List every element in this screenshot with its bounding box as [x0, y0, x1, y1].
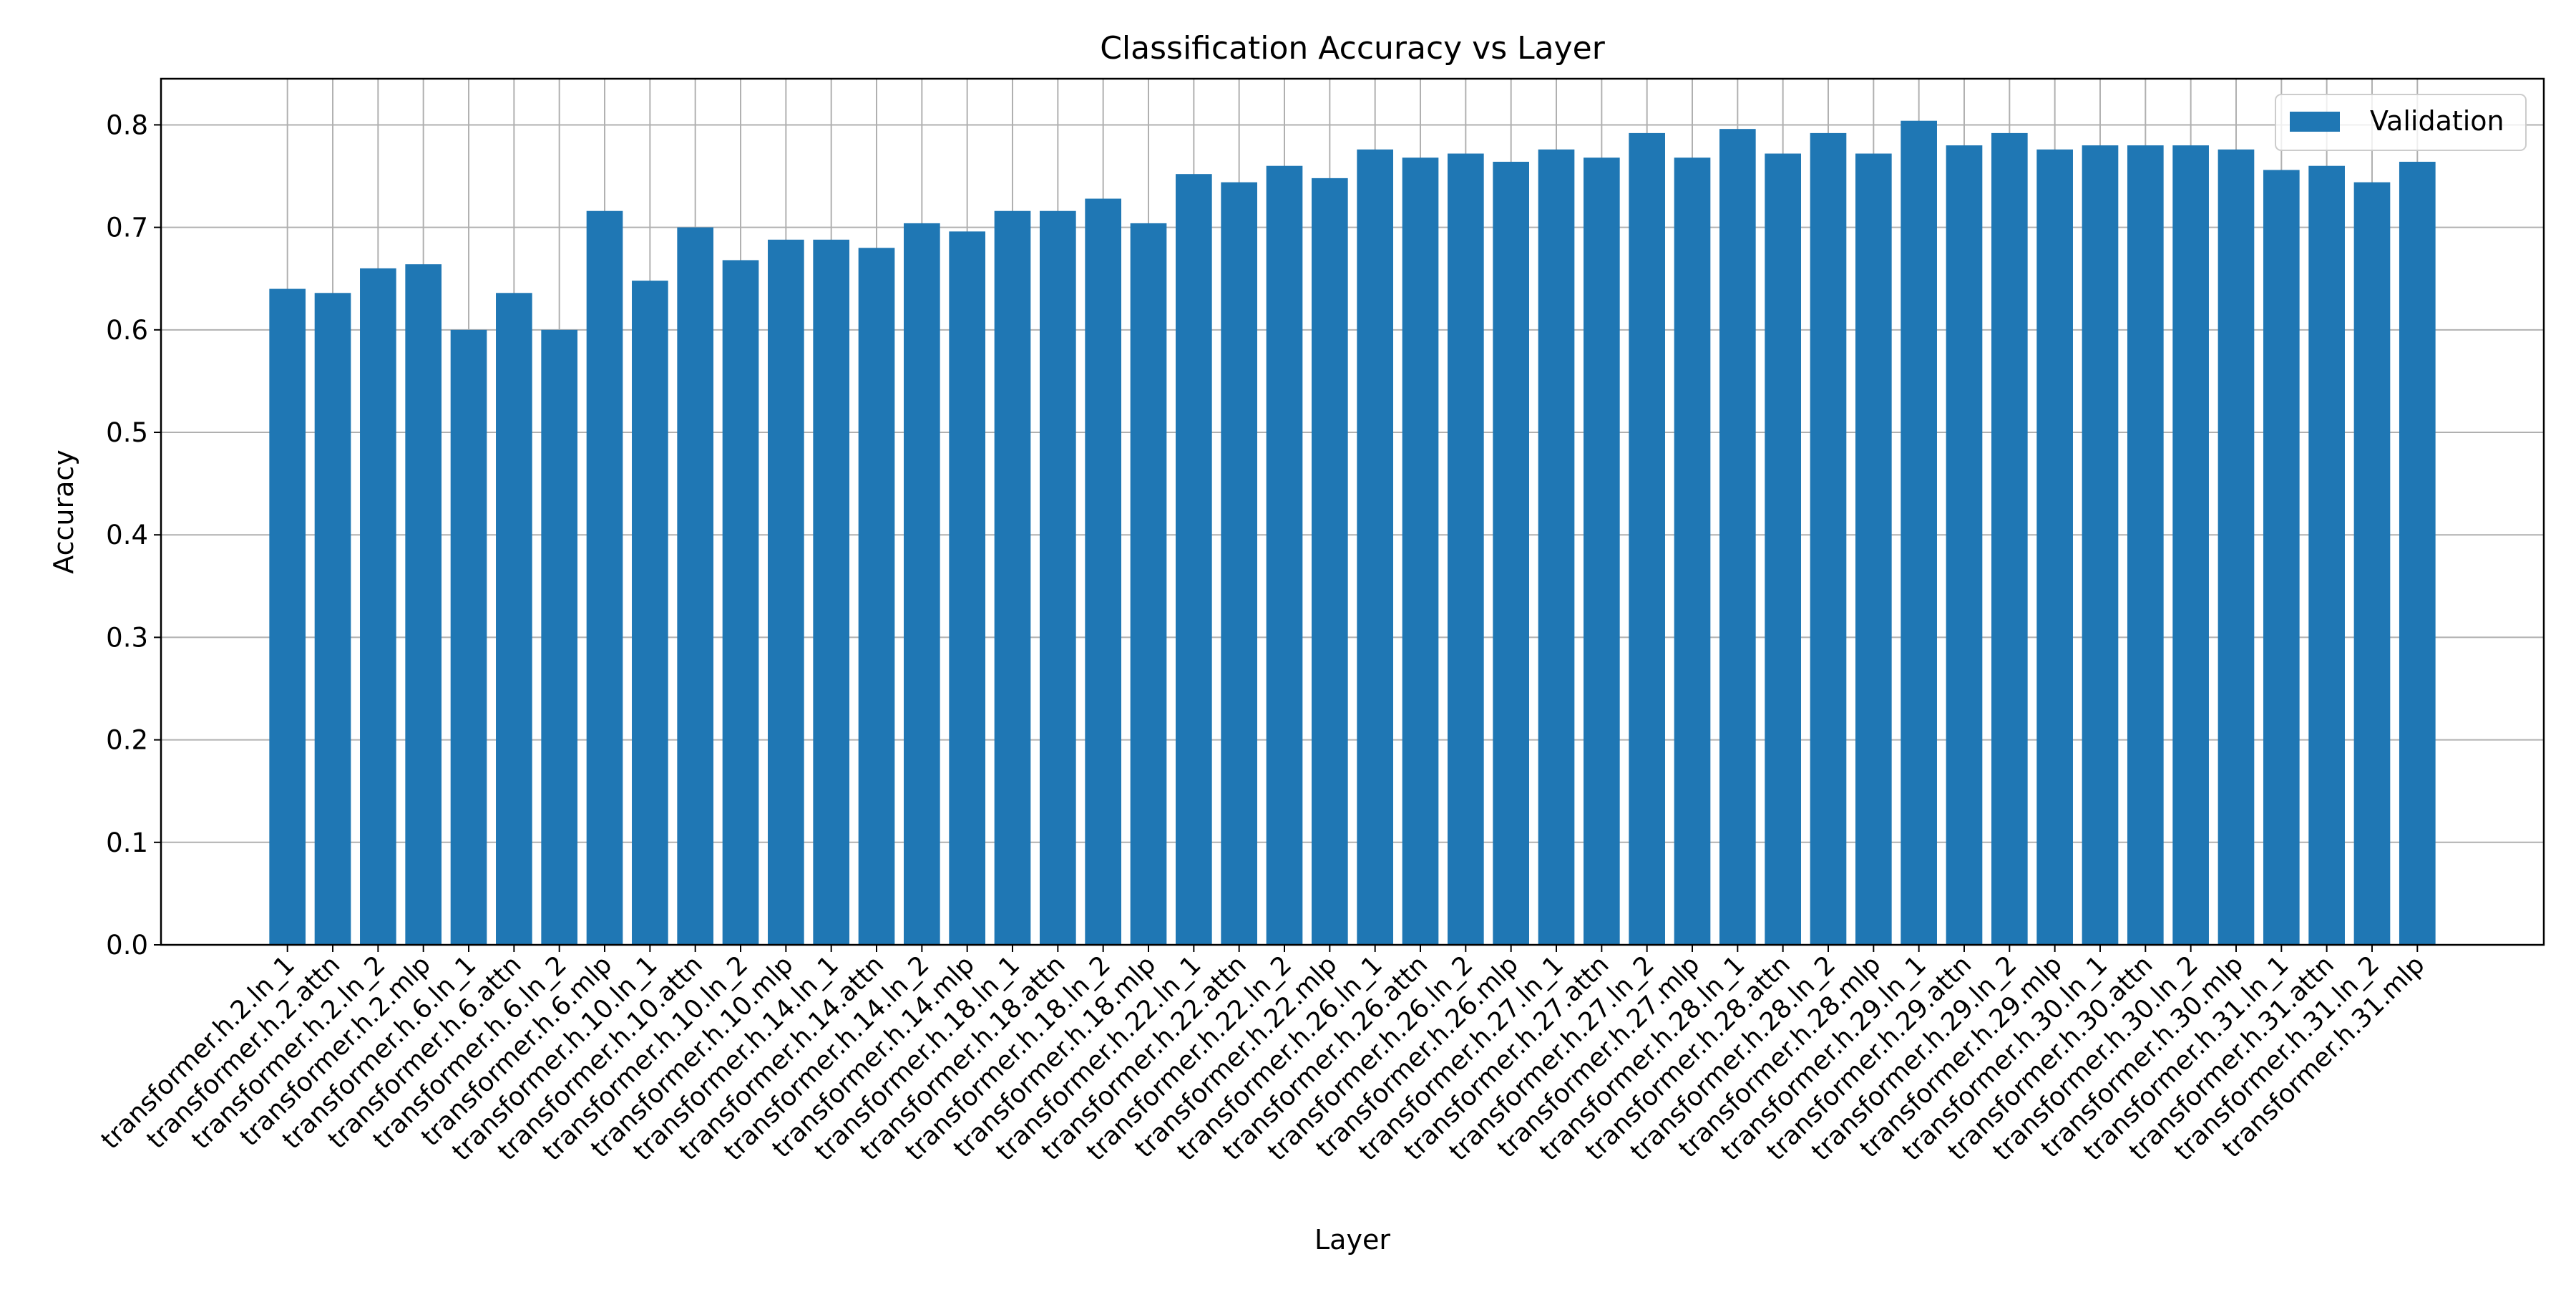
- bars: [269, 120, 2436, 946]
- bar: [949, 231, 986, 945]
- bar: [405, 264, 442, 945]
- bar: [1040, 210, 1076, 945]
- bar: [722, 260, 759, 945]
- bar: [496, 293, 532, 946]
- legend-swatch: [2290, 112, 2340, 132]
- bar: [314, 293, 351, 946]
- bar: [2036, 149, 2073, 946]
- bar: [677, 227, 714, 945]
- y-tick-label: 0.5: [106, 417, 148, 448]
- bar: [586, 210, 623, 945]
- bar: [450, 329, 487, 946]
- legend-label: Validation: [2370, 105, 2504, 137]
- chart-title: Classification Accuracy vs Layer: [1100, 30, 1606, 67]
- bar: [1629, 132, 1665, 945]
- bar: [1674, 157, 1711, 945]
- bar: [1130, 223, 1167, 945]
- bar: [360, 268, 396, 945]
- y-axis-label: Accuracy: [48, 450, 79, 574]
- bar: [632, 281, 668, 945]
- y-tick-label: 0.2: [106, 725, 148, 756]
- bar: [1719, 129, 1756, 946]
- y-tick-label: 0.7: [106, 213, 148, 243]
- y-tick-label: 0.8: [106, 110, 148, 140]
- y-tick-label: 0.0: [106, 930, 148, 961]
- bar: [1810, 132, 1847, 945]
- bar: [1765, 153, 1801, 945]
- bar: [1357, 149, 1393, 946]
- bar: [1402, 157, 1439, 945]
- bar: [813, 239, 850, 946]
- plot-frame: [160, 77, 2545, 946]
- bar: [2263, 170, 2300, 945]
- bar: [1946, 145, 1983, 946]
- y-tick-label: 0.3: [106, 622, 148, 653]
- bar: [1855, 153, 1892, 945]
- bar: [1221, 182, 1258, 946]
- bar: [269, 288, 306, 945]
- bar: [1991, 132, 2028, 945]
- bar: [1901, 120, 1937, 945]
- bar: [994, 210, 1031, 945]
- bar: [2353, 182, 2391, 946]
- y-tick-label: 0.4: [106, 520, 148, 550]
- bar: [1266, 165, 1303, 946]
- bar: [1583, 157, 1620, 945]
- bar: [541, 329, 578, 946]
- bar: [904, 223, 940, 945]
- bar: [1312, 178, 1348, 945]
- y-tick-label: 0.1: [106, 827, 148, 858]
- bar: [1447, 153, 1484, 945]
- bar: [1493, 161, 1529, 945]
- bar: [1538, 149, 1575, 946]
- bar: [1085, 198, 1122, 945]
- bar: [2399, 161, 2436, 945]
- y-tick-label: 0.6: [106, 315, 148, 346]
- bar: [1176, 174, 1212, 945]
- bar: [2172, 145, 2209, 946]
- x-axis-ticks: transformer.h.2.ln_1transformer.h.2.attn…: [96, 945, 2431, 1167]
- bar: [2308, 165, 2345, 946]
- y-axis-ticks: 0.0 0.1 0.2 0.3 0.4 0.5 0.6 0.7 0.8: [106, 110, 161, 961]
- bar: [2127, 145, 2164, 946]
- bar: [2218, 149, 2255, 946]
- bar: [768, 239, 804, 946]
- bar: [858, 248, 895, 945]
- x-axis-label: Layer: [1314, 1224, 1390, 1255]
- bar: [2082, 145, 2119, 946]
- legend-box: [2275, 94, 2527, 151]
- legend: Validation: [2275, 94, 2527, 151]
